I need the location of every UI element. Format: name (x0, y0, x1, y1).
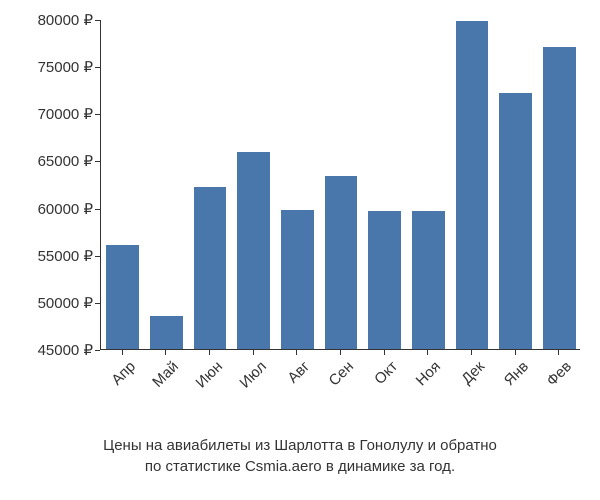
x-tick-label: Янв (495, 358, 532, 395)
x-tick-label: Дек (451, 358, 488, 395)
caption-line-2: по статистике Csmia.aero в динамике за г… (0, 456, 600, 477)
y-tick-label: 70000 ₽ (13, 105, 93, 123)
bar (456, 21, 489, 349)
y-tick-label: 55000 ₽ (13, 247, 93, 265)
x-tick-mark (558, 350, 559, 355)
x-tick-mark (384, 350, 385, 355)
bar (499, 93, 532, 349)
y-tick-mark (95, 67, 100, 68)
y-tick-mark (95, 256, 100, 257)
bar (106, 245, 139, 349)
x-tick-mark (471, 350, 472, 355)
x-tick-label: Окт (364, 358, 401, 395)
plot-area (100, 20, 580, 350)
bar (368, 211, 401, 349)
x-tick-label: Июл (233, 358, 270, 395)
bar (237, 152, 270, 349)
bar (150, 316, 183, 349)
x-tick-label: Май (146, 358, 183, 395)
x-tick-mark (122, 350, 123, 355)
y-tick-mark (95, 161, 100, 162)
x-tick-mark (296, 350, 297, 355)
bar (325, 176, 358, 349)
caption-line-1: Цены на авиабилеты из Шарлотта в Гонолул… (0, 435, 600, 456)
y-tick-label: 50000 ₽ (13, 294, 93, 312)
x-tick-mark (209, 350, 210, 355)
bar (194, 187, 227, 349)
x-tick-label: Июн (189, 358, 226, 395)
x-tick-mark (165, 350, 166, 355)
bar (543, 47, 576, 349)
x-tick-label: Апр (102, 358, 139, 395)
x-tick-mark (340, 350, 341, 355)
y-tick-label: 45000 ₽ (13, 341, 93, 359)
y-tick-mark (95, 209, 100, 210)
y-tick-mark (95, 350, 100, 351)
x-tick-mark (427, 350, 428, 355)
y-tick-label: 65000 ₽ (13, 152, 93, 170)
bar (281, 210, 314, 349)
chart-caption: Цены на авиабилеты из Шарлотта в Гонолул… (0, 435, 600, 477)
y-tick-label: 80000 ₽ (13, 11, 93, 29)
price-chart: 45000 ₽ 50000 ₽ 55000 ₽ 60000 ₽ 65000 ₽ 70000… (15, 10, 585, 390)
x-tick-label: Фев (538, 358, 575, 395)
x-tick-label: Сен (320, 358, 357, 395)
bar (412, 211, 445, 349)
y-tick-label: 75000 ₽ (13, 58, 93, 76)
y-tick-label: 60000 ₽ (13, 200, 93, 218)
x-tick-label: Ноя (408, 358, 445, 395)
y-tick-mark (95, 303, 100, 304)
y-tick-mark (95, 20, 100, 21)
x-tick-label: Авг (277, 358, 314, 395)
x-tick-mark (515, 350, 516, 355)
y-tick-mark (95, 114, 100, 115)
x-tick-mark (253, 350, 254, 355)
